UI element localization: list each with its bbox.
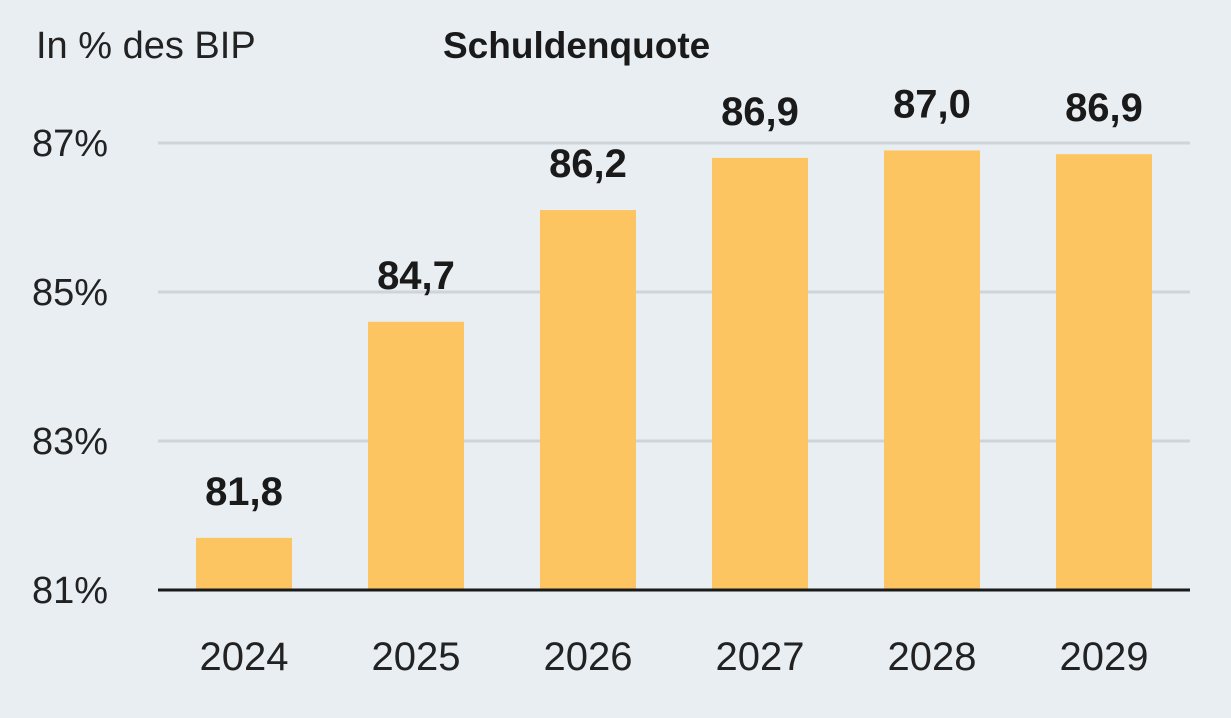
x-tick-labels: 2024 2025 2026 2027 2028 2029 [200, 635, 1149, 679]
bars [196, 150, 1152, 591]
data-label-2027: 86,9 [721, 90, 799, 134]
data-label-2029: 86,9 [1065, 86, 1143, 130]
data-label-2024: 81,8 [205, 470, 283, 514]
x-tick-label-2028: 2028 [888, 635, 977, 679]
data-label-2025: 84,7 [377, 254, 455, 298]
chart-title: Schuldenquote [443, 25, 710, 66]
bar-2024 [196, 537, 292, 590]
y-tick-label: 85% [32, 272, 108, 314]
x-tick-label-2027: 2027 [716, 635, 805, 679]
data-label-2028: 87,0 [893, 82, 971, 126]
x-tick-label-2029: 2029 [1060, 635, 1149, 679]
x-tick-label-2024: 2024 [200, 635, 289, 679]
bar-2026 [540, 210, 636, 591]
bar-2028 [884, 150, 980, 590]
y-tick-labels: 81% 83% 85% 87% [32, 123, 108, 612]
x-tick-label-2025: 2025 [372, 635, 461, 679]
grid-lines [158, 141, 1190, 443]
bar-2025 [368, 321, 464, 590]
y-tick-label: 87% [32, 123, 108, 165]
x-tick-label-2026: 2026 [544, 635, 633, 679]
bar-2029 [1056, 154, 1152, 591]
bar-2027 [712, 157, 808, 590]
data-labels: 81,8 84,7 86,2 86,9 87,0 86,9 [205, 82, 1143, 513]
y-tick-label: 83% [32, 421, 108, 463]
unit-label: In % des BIP [36, 25, 256, 67]
data-label-2026: 86,2 [549, 142, 627, 186]
y-tick-label: 81% [32, 570, 108, 612]
